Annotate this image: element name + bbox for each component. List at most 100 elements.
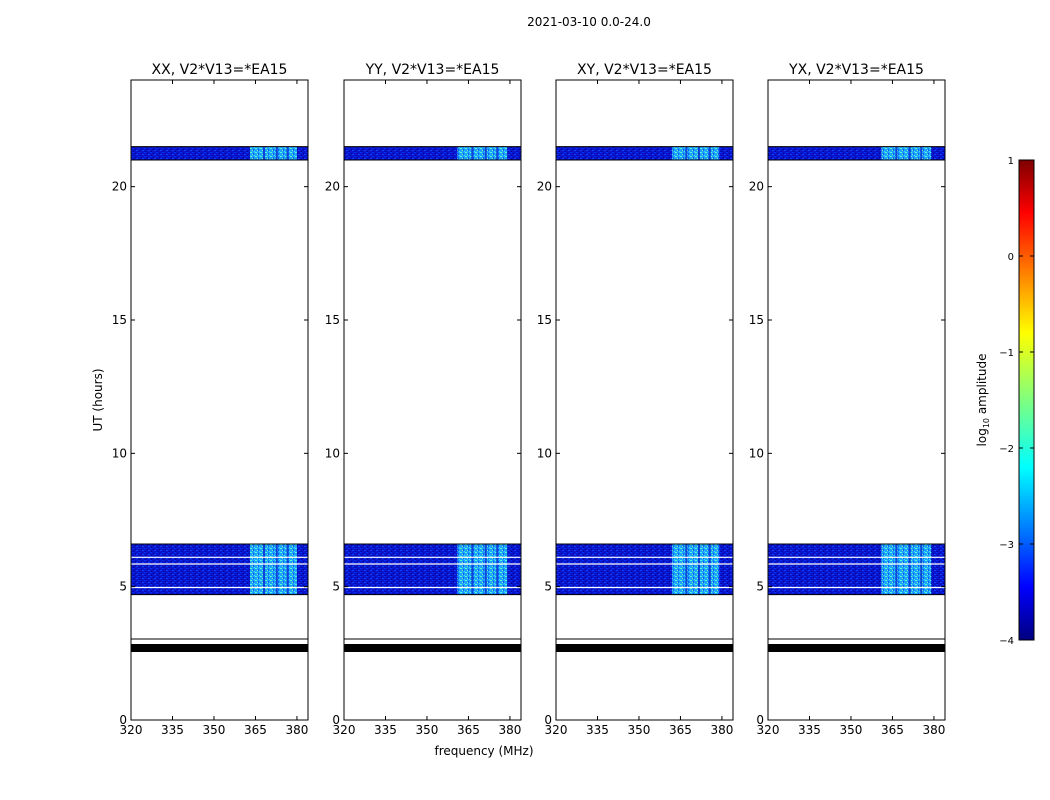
y-tick-label: 10	[749, 446, 764, 460]
rfi-band	[672, 146, 720, 160]
panel-frame	[343, 79, 522, 721]
rfi-band	[881, 544, 932, 595]
y-tick-label: 5	[544, 580, 552, 594]
rfi-gap	[496, 146, 499, 160]
rfi-gap	[471, 146, 474, 160]
colorbar-ticks: 1 0 −1 −2 −3 −4	[999, 156, 1034, 647]
colorbar-tick-label: −3	[999, 540, 1014, 551]
x-tick-label: 380	[498, 723, 521, 737]
panel-title: XX, V2*V13=*EA15	[152, 62, 288, 78]
x-tick-label: 380	[710, 723, 733, 737]
suptitle: 2021-03-10 0.0-24.0	[527, 15, 651, 29]
rfi-gap	[484, 146, 487, 160]
y-tick-label: 5	[756, 580, 764, 594]
y-tick-label: 5	[119, 580, 127, 594]
xlabel: frequency (MHz)	[434, 744, 533, 758]
panel-title: YX, V2*V13=*EA15	[788, 62, 924, 78]
flagged-block	[131, 644, 308, 652]
x-tick-label: 335	[161, 723, 184, 737]
x-tick-label: 335	[798, 723, 821, 737]
panel-title: XY, V2*V13=*EA15	[577, 62, 712, 78]
flagged-block	[556, 644, 733, 652]
y-tick-label: 0	[332, 713, 340, 727]
y-tick-label: 20	[537, 180, 552, 194]
rfi-gap	[895, 544, 898, 595]
colorbar-tick-label: −1	[999, 348, 1014, 359]
panel-frame	[767, 79, 946, 721]
x-tick-label: 365	[669, 723, 692, 737]
colorbar-gradient	[1018, 159, 1035, 641]
y-tick-label: 15	[325, 313, 340, 327]
x-tick-label: 320	[757, 723, 780, 737]
y-tick-label: 20	[112, 180, 127, 194]
y-tick-label: 20	[325, 180, 340, 194]
y-tick-label: 10	[537, 446, 552, 460]
x-tick-label: 335	[586, 723, 609, 737]
y-tick-label: 10	[112, 446, 127, 460]
rfi-gap	[685, 544, 688, 595]
rfi-gap	[895, 146, 898, 160]
flagged-block	[344, 644, 521, 652]
rfi-gap	[496, 544, 499, 595]
rfi-gap	[484, 544, 487, 595]
y-tick-label: 20	[749, 180, 764, 194]
rfi-gap	[471, 544, 474, 595]
x-tick-label: 350	[203, 723, 226, 737]
rfi-gap	[708, 544, 711, 595]
rfi-gap	[908, 544, 911, 595]
colorbar-tick-label: −4	[999, 636, 1014, 647]
rfi-gap	[263, 544, 266, 595]
rfi-gap	[263, 146, 266, 160]
y-tick-label: 5	[332, 580, 340, 594]
y-tick-label: 15	[112, 313, 127, 327]
panel-frame	[130, 79, 309, 721]
x-tick-label: 380	[285, 723, 308, 737]
rfi-gap	[286, 146, 289, 160]
rfi-band	[249, 146, 297, 160]
panel-2: XY, V2*V13=*EA15 320 335 350 365 380 0 5 10 15 20	[537, 62, 734, 737]
rfi-gap	[286, 544, 289, 595]
y-tick-label: 0	[544, 713, 552, 727]
x-tick-label: 320	[545, 723, 568, 737]
panel-title: YY, V2*V13=*EA15	[365, 62, 500, 78]
x-tick-label: 350	[840, 723, 863, 737]
rfi-band	[672, 544, 720, 595]
rfi-gap	[698, 544, 701, 595]
panel-frame	[555, 79, 734, 721]
colorbar-tick-label: 0	[1008, 252, 1014, 263]
y-tick-label: 15	[749, 313, 764, 327]
x-tick-label: 365	[457, 723, 480, 737]
y-tick-label: 0	[119, 713, 127, 727]
y-tick-label: 15	[537, 313, 552, 327]
x-tick-label: 350	[628, 723, 651, 737]
rfi-gap	[275, 146, 278, 160]
rfi-gap	[908, 146, 911, 160]
rfi-gap	[685, 146, 688, 160]
colorbar-tick-label: 1	[1008, 156, 1014, 167]
flagged-block	[768, 644, 945, 652]
rfi-band	[881, 146, 932, 160]
colorbar-tick-label: −2	[999, 444, 1014, 455]
x-tick-label: 350	[416, 723, 439, 737]
rfi-gap	[698, 146, 701, 160]
rfi-gap	[708, 146, 711, 160]
x-tick-label: 320	[333, 723, 356, 737]
rfi-gap	[275, 544, 278, 595]
rfi-gap	[920, 146, 923, 160]
y-tick-label: 0	[756, 713, 764, 727]
x-tick-label: 320	[120, 723, 143, 737]
colorbar: 1 0 −1 −2 −3 −4 log10 amplitude	[975, 156, 1035, 647]
rfi-gap	[920, 544, 923, 595]
panel-1: YY, V2*V13=*EA15 320 335 350 365 380 0 5 10 15 20	[325, 62, 522, 737]
rfi-band	[457, 146, 508, 160]
x-tick-label: 380	[922, 723, 945, 737]
x-tick-label: 365	[244, 723, 267, 737]
y-tick-label: 10	[325, 446, 340, 460]
x-tick-label: 365	[881, 723, 904, 737]
x-tick-label: 335	[374, 723, 397, 737]
panel-3: YX, V2*V13=*EA15 320 335 350 365 380 0 5 10 15 20	[749, 62, 946, 737]
rfi-band	[457, 544, 508, 595]
ylabel: UT (hours)	[91, 368, 105, 431]
